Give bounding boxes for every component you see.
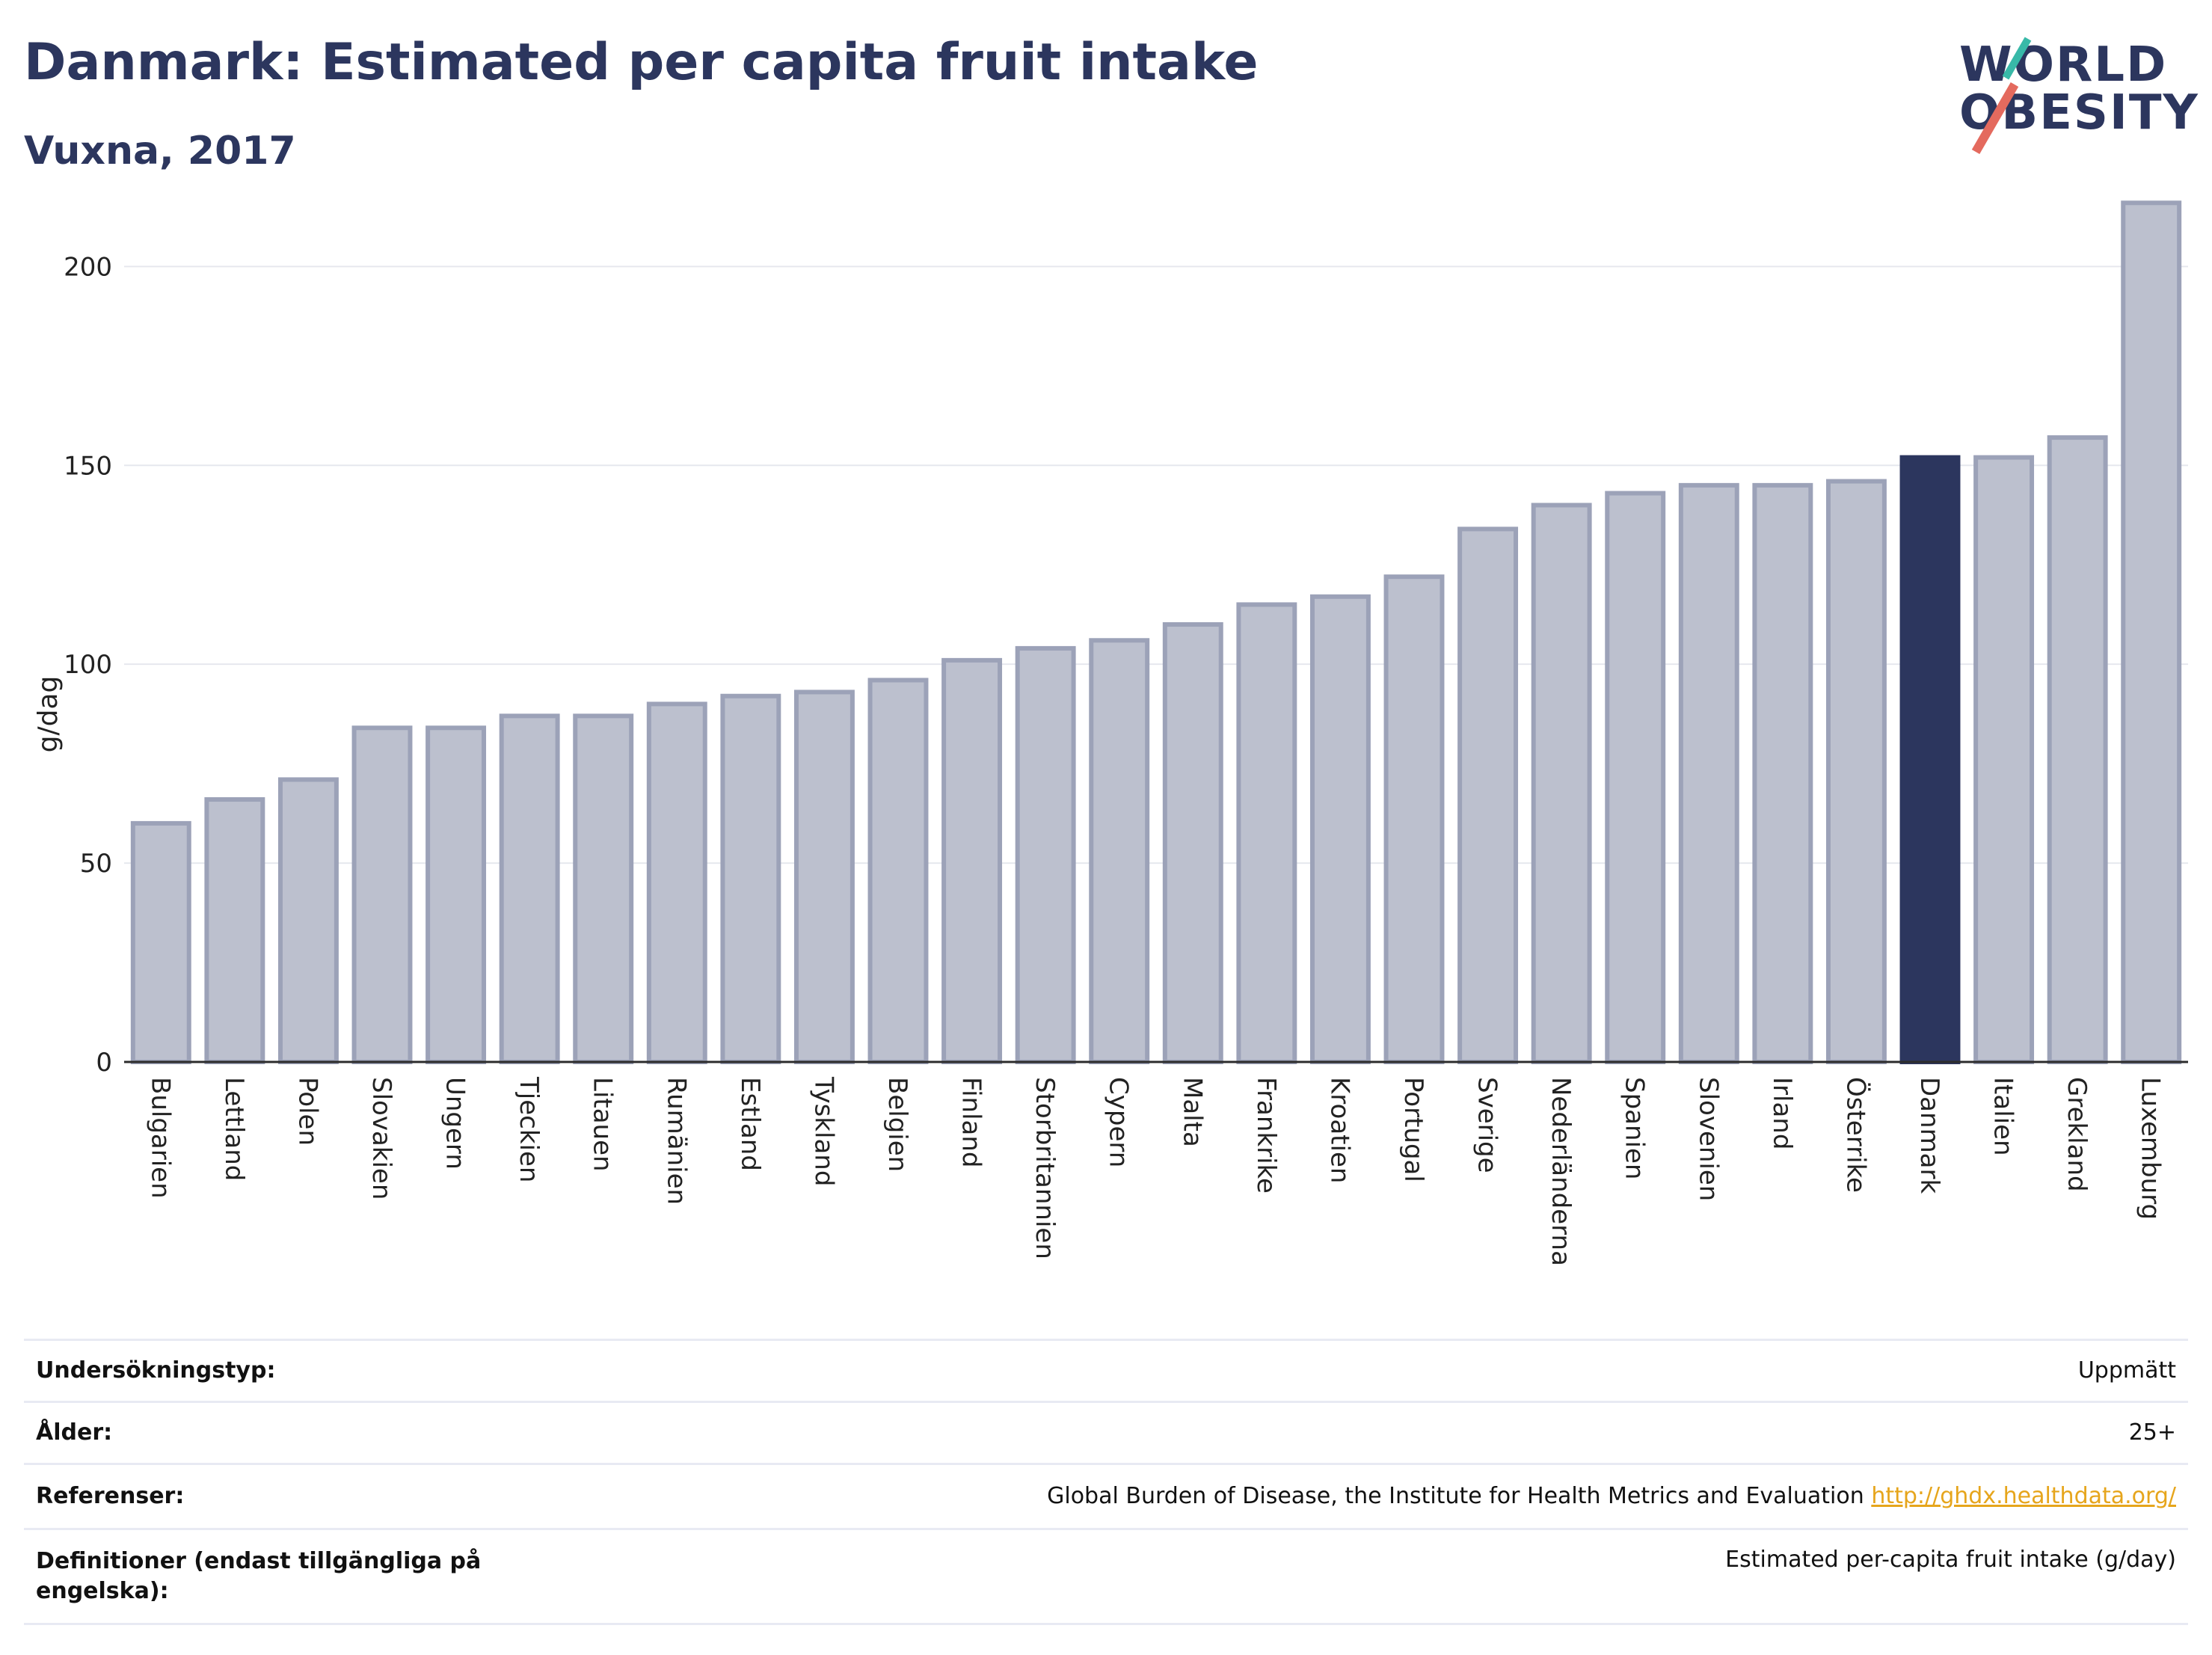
x-category-label: Bulgarien: [145, 1077, 175, 1199]
info-value: Estimated per-capita fruit intake (g/day…: [1725, 1547, 2176, 1573]
bar-ungern[interactable]: [425, 725, 487, 1064]
x-category-label: Luxemburg: [2136, 1077, 2166, 1220]
x-category-label: Polen: [292, 1077, 322, 1146]
x-category-label: Sverige: [1472, 1077, 1502, 1173]
x-category-label: Belgien: [882, 1077, 912, 1172]
bar-nederländerna[interactable]: [1531, 503, 1592, 1064]
x-category-label: Slovakien: [366, 1077, 396, 1200]
x-category-label: Tjeckien: [514, 1076, 544, 1182]
x-category-label: Malta: [1177, 1077, 1207, 1147]
x-category-label: Kroatien: [1324, 1077, 1354, 1183]
x-category-label: Slovenien: [1693, 1077, 1723, 1201]
bar-belgien[interactable]: [867, 678, 929, 1064]
bar-spanien[interactable]: [1605, 491, 1666, 1064]
y-tick-label: 150: [64, 451, 112, 481]
x-category-label: Lettland: [219, 1077, 249, 1181]
x-category-label: Frankrike: [1251, 1077, 1281, 1194]
info-value: 25+: [2128, 1419, 2176, 1446]
bar-malta[interactable]: [1162, 622, 1223, 1064]
info-value-references: Global Burden of Disease, the Institute …: [1047, 1483, 2176, 1509]
bar-cypern[interactable]: [1089, 638, 1150, 1064]
info-label: Ålder:: [36, 1419, 113, 1446]
bar-polen[interactable]: [277, 777, 339, 1064]
bar-storbritannien[interactable]: [1015, 645, 1076, 1064]
y-axis-ticks: 0 50 100 150 200: [64, 252, 112, 1078]
reference-link[interactable]: http://ghdx.healthdata.org/: [1871, 1483, 2176, 1509]
bar-litauen[interactable]: [573, 713, 634, 1064]
x-category-label: Irland: [1767, 1077, 1797, 1149]
y-tick-label: 50: [80, 849, 112, 879]
x-axis-labels: Bulgarien Lettland Polen Slovakien Ungern Tje…: [145, 1076, 2165, 1266]
bar-italien[interactable]: [1973, 455, 2035, 1064]
x-category-label: Italien: [1988, 1077, 2018, 1156]
logo-line-1: WORLD: [1959, 37, 2168, 93]
info-row-definitions: Definitioner (endast tillgängliga på eng…: [24, 1528, 2188, 1625]
x-category-label: Rumänien: [661, 1077, 691, 1205]
reference-text: Global Burden of Disease, the Institute …: [1047, 1483, 1864, 1509]
bar-danmark[interactable]: [1899, 455, 1961, 1064]
page-title: Danmark: Estimated per capita fruit inta…: [24, 33, 1259, 92]
info-label: Definitioner (endast tillgängliga på eng…: [36, 1548, 482, 1604]
info-value: Uppmätt: [2077, 1357, 2176, 1384]
x-category-label: Nederländerna: [1546, 1077, 1576, 1266]
world-obesity-logo: WORLD OBESITY: [1944, 15, 2199, 165]
x-category-label: Ungern: [440, 1077, 470, 1170]
bar-estland[interactable]: [720, 693, 781, 1065]
bar-österrike[interactable]: [1825, 479, 1887, 1064]
bar-lettland[interactable]: [204, 797, 265, 1064]
bar-irland[interactable]: [1752, 482, 1813, 1064]
x-category-label: Österrike: [1840, 1077, 1871, 1193]
x-category-label: Spanien: [1620, 1077, 1650, 1179]
x-category-label: Estland: [735, 1077, 765, 1171]
y-tick-label: 200: [64, 252, 112, 282]
y-tick-label: 0: [96, 1048, 112, 1078]
bar-tyskland[interactable]: [793, 690, 855, 1065]
info-table: Undersökningstyp: Uppmätt Ålder: 25+ Ref…: [24, 1339, 2188, 1625]
bar-finland[interactable]: [941, 657, 1003, 1064]
x-category-label: Tyskland: [808, 1076, 838, 1186]
x-category-label: Grekland: [2062, 1077, 2092, 1192]
x-category-label: Portugal: [1398, 1077, 1428, 1182]
bar-sverige[interactable]: [1457, 526, 1519, 1064]
bar-chart: 0 50 100 150 200 Bulgarien Lettland Polen Slova…: [33, 200, 2188, 1266]
info-row-age: Ålder: 25+: [24, 1401, 2188, 1463]
info-row-references: Referenser: Global Burden of Disease, th…: [24, 1463, 2188, 1528]
bar-tjeckien[interactable]: [499, 713, 560, 1064]
y-tick-label: 100: [64, 650, 112, 680]
page-subtitle: Vuxna, 2017: [24, 129, 296, 174]
x-category-label: Storbritannien: [1030, 1077, 1060, 1259]
info-label: Referenser:: [36, 1483, 185, 1509]
y-axis-title: g/dag: [33, 676, 64, 753]
bar-luxemburg[interactable]: [2121, 200, 2182, 1065]
bar-portugal[interactable]: [1383, 574, 1445, 1064]
info-label: Undersökningstyp:: [36, 1357, 276, 1384]
bar-bulgarien[interactable]: [130, 820, 191, 1064]
bar-slovakien[interactable]: [351, 725, 413, 1064]
bar-kroatien[interactable]: [1309, 594, 1371, 1064]
x-category-label: Danmark: [1914, 1077, 1944, 1194]
x-category-label: Litauen: [588, 1077, 618, 1172]
bar-rumänien[interactable]: [646, 701, 707, 1064]
bars: [130, 200, 2182, 1065]
info-row-survey-type: Undersökningstyp: Uppmätt: [24, 1339, 2188, 1401]
x-category-label: Cypern: [1104, 1077, 1134, 1167]
bar-slovenien[interactable]: [1678, 482, 1739, 1064]
bar-frankrike[interactable]: [1236, 602, 1297, 1064]
bar-grekland[interactable]: [2047, 435, 2108, 1064]
x-category-label: Finland: [956, 1077, 986, 1168]
